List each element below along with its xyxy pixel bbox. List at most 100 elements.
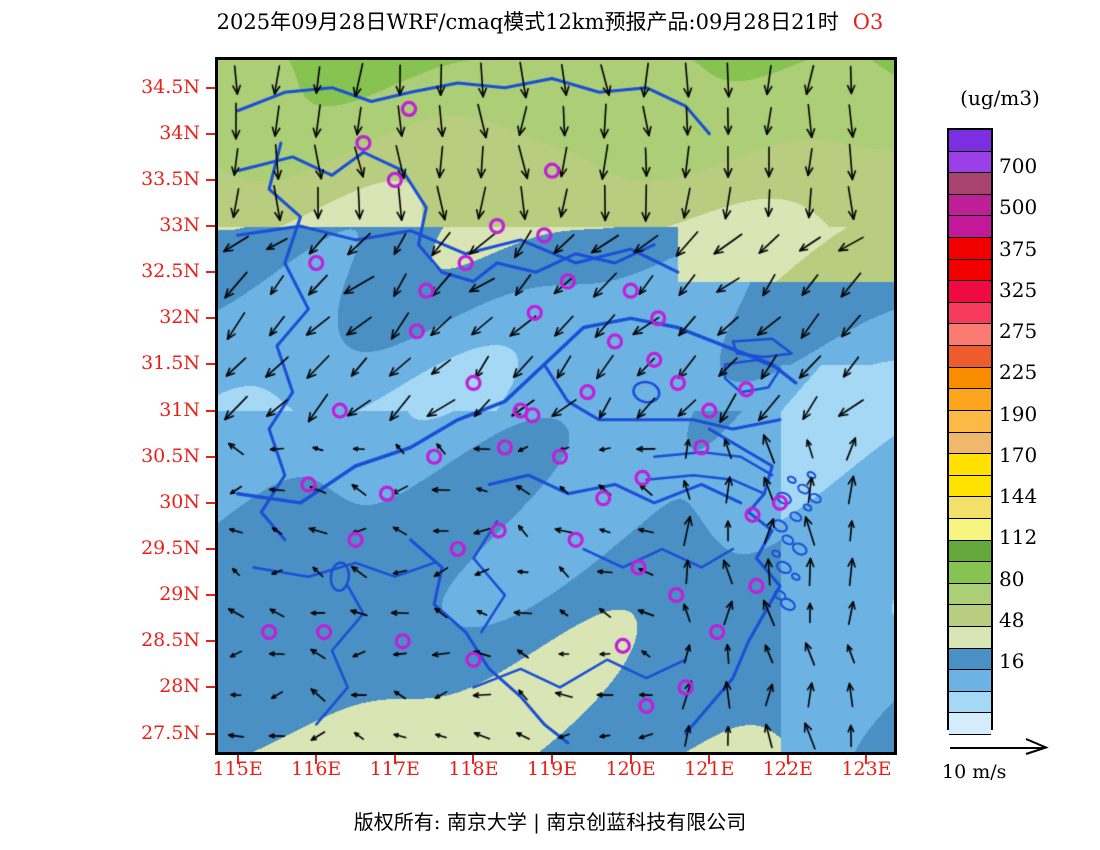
wind-scale-label: 10 m/s	[942, 761, 1007, 783]
colorbar-unit-label: (ug/m3)	[960, 86, 1040, 110]
lat-tick-mark	[206, 409, 215, 412]
copyright-footer: 版权所有: 南京大学 | 南京创蓝科技有限公司	[353, 810, 747, 834]
lon-tick-mark	[472, 755, 475, 764]
lat-tick-label: 34N	[159, 121, 200, 144]
lat-tick-label: 27.5N	[141, 721, 200, 744]
title-species: O3	[852, 10, 884, 34]
lat-tick-label: 28.5N	[141, 629, 200, 652]
colorbar-band	[949, 172, 991, 194]
colorbar-band	[949, 734, 991, 756]
colorbar-level-label: 500	[999, 195, 1038, 220]
colorbar-band	[949, 258, 991, 281]
colorbar-band	[949, 323, 991, 346]
wind-arrow-icon	[950, 738, 1049, 755]
colorbar-level-label: 700	[999, 154, 1038, 179]
lon-tick-label: 121E	[684, 758, 735, 780]
lat-tick-mark	[206, 501, 215, 504]
lat-tick-label: 34.5N	[141, 75, 200, 98]
colorbar-band	[949, 539, 991, 562]
lon-tick-label: 116E	[291, 758, 342, 780]
lat-tick-mark	[206, 363, 215, 366]
lon-tick-mark	[629, 755, 632, 764]
colorbar-band	[949, 626, 991, 648]
page-title: 2025年09月28日WRF/cmaq模式12km预报产品:09月28日21时 O…	[0, 6, 1100, 36]
title-text: 2025年09月28日WRF/cmaq模式12km预报产品:09月28日21时	[216, 10, 839, 34]
colorbar-band	[949, 582, 991, 605]
lat-tick-mark	[206, 640, 215, 643]
lat-tick-label: 28N	[159, 675, 200, 698]
lat-tick-label: 31N	[159, 398, 200, 421]
lon-tick-mark	[865, 755, 868, 764]
colorbar-band	[949, 669, 991, 691]
colorbar-level-label: 170	[999, 442, 1038, 467]
colorbar-band	[949, 301, 991, 324]
colorbar-level-label: 325	[999, 277, 1038, 302]
lat-tick-mark	[206, 686, 215, 689]
colorbar-band	[949, 496, 991, 518]
lon-tick-label: 115E	[212, 758, 263, 780]
lat-tick-mark	[206, 455, 215, 458]
lat-tick-label: 33.5N	[141, 167, 200, 190]
lat-tick-label: 29.5N	[141, 537, 200, 559]
colorbar-band	[949, 431, 991, 454]
lat-tick-label: 30N	[159, 490, 200, 513]
colorbar-level-label: 375	[999, 236, 1038, 261]
forecast-map[interactable]	[215, 57, 897, 755]
colorbar-band	[949, 712, 991, 735]
colorbar-band	[949, 453, 991, 475]
colorbar-band	[949, 561, 991, 583]
lat-tick-mark	[206, 225, 215, 228]
colorbar-band	[949, 647, 991, 670]
lon-tick-label: 120E	[605, 758, 656, 780]
lon-tick-label: 122E	[762, 758, 813, 780]
lon-tick-label: 123E	[841, 758, 892, 780]
lat-tick-label: 32.5N	[141, 260, 200, 283]
lon-tick-label: 119E	[526, 758, 578, 780]
lon-tick-mark	[786, 755, 789, 764]
colorbar-band	[949, 237, 991, 259]
colorbar-band	[949, 690, 991, 713]
lat-tick-label: 31.5N	[141, 352, 200, 375]
lat-tick-label: 32N	[159, 306, 200, 329]
colorbar-level-label: 144	[999, 484, 1038, 509]
lon-tick-mark	[393, 755, 396, 764]
lat-tick-mark	[206, 178, 215, 181]
lat-tick-mark	[206, 132, 215, 135]
colorbar-level-label: 275	[999, 319, 1038, 344]
colorbar-band	[949, 280, 991, 302]
lon-tick-mark	[708, 755, 711, 764]
colorbar-level-label: 48	[999, 607, 1025, 632]
lat-tick-mark	[206, 271, 215, 274]
wind-scale-key: 10 m/s	[942, 735, 1082, 787]
lon-tick-mark	[551, 755, 554, 764]
colorbar[interactable]	[947, 128, 993, 756]
colorbar-band	[949, 604, 991, 627]
colorbar-band	[949, 517, 991, 540]
colorbar-band	[949, 388, 991, 410]
lat-tick-mark	[206, 86, 215, 89]
colorbar-band	[949, 215, 991, 238]
colorbar-level-label: 16	[999, 649, 1025, 674]
lon-tick-label: 117E	[369, 758, 420, 780]
colorbar-band	[949, 193, 991, 216]
lat-tick-mark	[206, 594, 215, 597]
lon-tick-mark	[315, 755, 318, 764]
colorbar-level-label: 80	[999, 566, 1025, 591]
colorbar-band	[949, 366, 991, 389]
lat-tick-mark	[206, 732, 215, 735]
lon-tick-label: 118E	[448, 758, 499, 780]
colorbar-level-label: 225	[999, 360, 1038, 385]
lon-tick-mark	[236, 755, 239, 764]
colorbar-band	[949, 345, 991, 367]
colorbar-band	[949, 130, 991, 151]
colorbar-level-label: 190	[999, 401, 1038, 426]
colorbar-band	[949, 409, 991, 432]
lat-tick-label: 33N	[159, 214, 200, 237]
lat-tick-mark	[206, 317, 215, 320]
colorbar-band	[949, 150, 991, 173]
lat-tick-label: 30.5N	[141, 444, 200, 467]
colorbar-band	[949, 474, 991, 497]
colorbar-level-label: 112	[999, 525, 1038, 550]
concentration-field-canvas	[218, 60, 894, 752]
